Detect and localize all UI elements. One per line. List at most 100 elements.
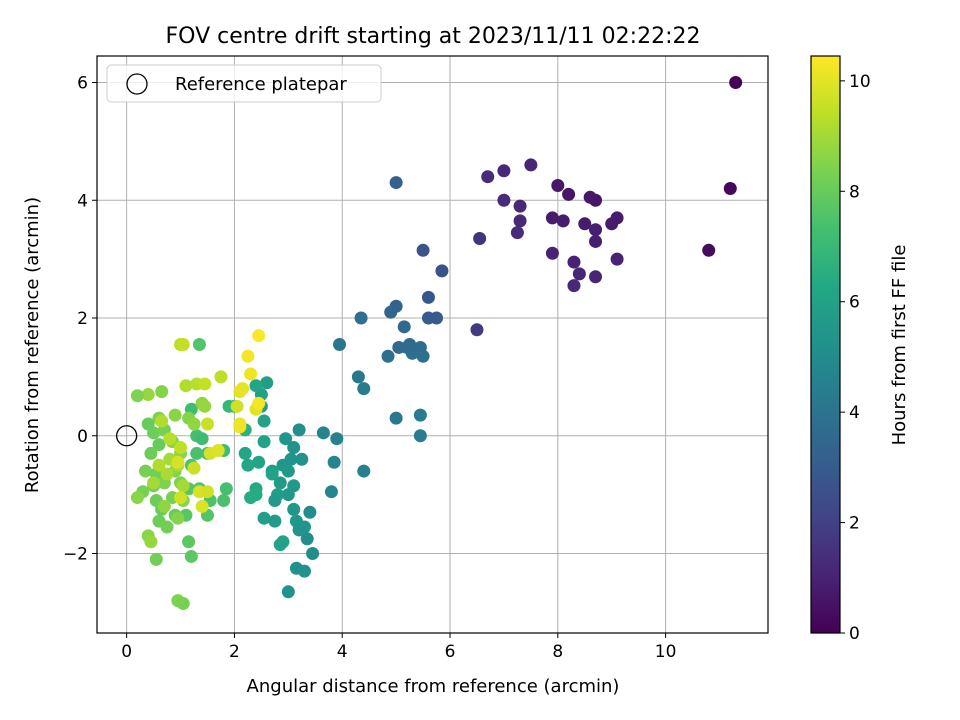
scatter-point [174,441,188,455]
scatter-point [281,464,295,478]
legend-entry-reference-platepar: Reference platepar [175,74,347,95]
scatter-point [144,535,158,549]
scatter-point [497,193,511,207]
scatter-point [430,311,444,325]
scatter-point [252,455,266,469]
colorbar-tick-label: 0 [849,624,860,644]
scatter-point [265,467,279,481]
scatter-point [524,158,538,172]
scatter-point [413,408,427,422]
scatter-point [187,461,201,475]
scatter-point [545,246,559,260]
x-tick-label: 10 [655,642,677,662]
scatter-point [416,349,430,363]
scatter-point [244,367,258,381]
scatter-point [545,211,559,225]
scatter-point [295,452,309,466]
scatter-point [155,385,169,399]
colorbar-ticks: 0 2 4 6 8 10 [840,72,871,644]
scatter-point [357,464,371,478]
scatter-point [473,232,487,246]
scatter-point [155,414,169,428]
scatter-point [241,458,255,472]
scatter-point [144,446,158,460]
scatter-point [589,223,603,237]
scatter-point [139,464,153,478]
scatter-point [171,455,185,469]
reference-marker-layer [115,425,138,447]
scatter-point [589,270,603,284]
scatter-point [416,243,430,257]
colorbar-tick-label: 8 [849,182,860,202]
scatter-point [306,547,320,561]
scatter-point [354,311,368,325]
scatter-point [260,376,274,390]
scatter-point [562,187,576,201]
legend: Reference platepar [106,64,382,103]
scatter-point [273,538,287,552]
scatter-point [160,520,174,534]
x-tick-label: 2 [229,642,240,662]
scatter-point [481,170,495,184]
scatter-point [281,488,295,502]
data-points [130,75,743,611]
x-tick-label: 6 [445,642,456,662]
scatter-point [171,511,185,525]
scatter-point [233,420,247,434]
scatter-point [327,455,341,469]
colorbar-frame [810,55,841,634]
scatter-point [556,214,570,228]
scatter-point [200,485,214,499]
chart-title: FOV centre drift starting at 2023/11/11 … [166,24,701,49]
scatter-point [182,535,196,549]
scatter-point [195,499,209,513]
y-tick-label: 6 [77,73,88,93]
scatter-point [357,382,371,396]
scatter-point [198,399,212,413]
scatter-point [729,75,743,89]
scatter-point [168,408,182,422]
scatter-point [330,432,344,446]
scatter-point [268,514,282,528]
scatter-point [497,164,511,178]
reference-platepar-marker [115,425,138,447]
scatter-point [333,338,347,351]
scatter-point [198,377,212,391]
y-tick-label: 0 [77,427,88,447]
scatter-point [190,446,204,460]
y-tick-label: −2 [63,545,88,565]
scatter-point [249,379,263,393]
scatter-point [244,491,258,505]
scatter-point [241,349,255,363]
scatter-point [176,597,190,611]
scatter-point [303,505,317,519]
scatter-point [292,523,306,537]
scatter-point [605,217,619,231]
x-axis-label: Angular distance from reference (arcmin) [247,676,620,697]
colorbar-gradient [811,56,840,633]
scatter-point [176,479,190,493]
scatter-point [403,338,417,351]
scatter-point [187,417,201,431]
scatter-point [176,338,190,351]
scatter-point [152,458,166,472]
scatter-point [513,214,527,228]
scatter-point [572,267,586,281]
scatter-point [389,176,403,190]
scatter-point [287,441,301,455]
scatter-point [257,511,271,525]
scatter-point [211,443,225,457]
scatter-point [316,426,330,440]
colorbar-tick-label: 2 [849,514,860,534]
y-axis-ticks: −2 0 2 4 6 [63,73,97,565]
scatter-point [589,234,603,248]
scatter-point [578,217,592,231]
scatter-point [300,532,314,546]
scatter-point [236,382,250,396]
scatter-point [381,349,395,363]
legend-open-circle-marker [126,73,148,95]
scatter-point [130,389,144,403]
scatter-point [435,264,449,278]
scatter-point [610,252,624,266]
